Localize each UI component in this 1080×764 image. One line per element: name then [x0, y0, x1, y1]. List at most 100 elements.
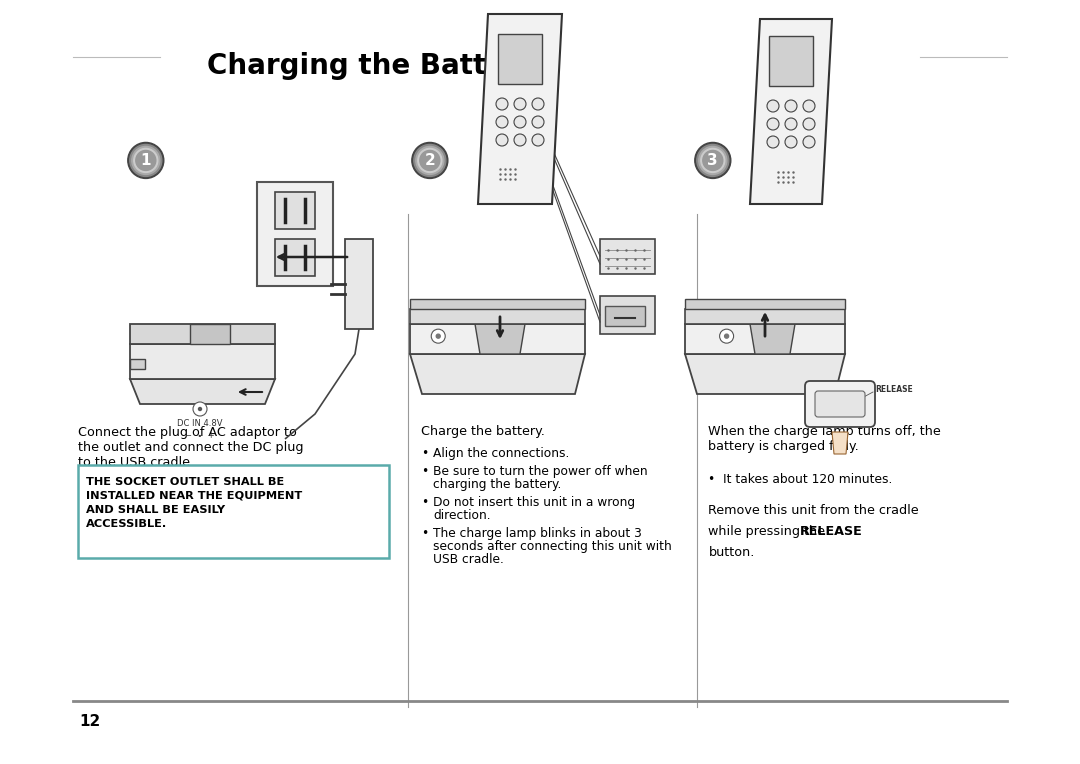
Text: battery is charged fully.: battery is charged fully.: [708, 440, 860, 453]
Polygon shape: [410, 309, 585, 324]
Circle shape: [767, 136, 779, 148]
Circle shape: [414, 144, 446, 176]
Polygon shape: [685, 324, 845, 354]
Circle shape: [804, 100, 815, 112]
Text: to the USB cradle.: to the USB cradle.: [78, 456, 194, 469]
Circle shape: [199, 407, 202, 410]
Polygon shape: [257, 182, 333, 286]
FancyBboxPatch shape: [815, 391, 865, 417]
Polygon shape: [750, 19, 832, 204]
Text: DC IN 4.8V: DC IN 4.8V: [177, 419, 222, 428]
Text: 2: 2: [424, 153, 435, 168]
Text: Remove this unit from the cradle: Remove this unit from the cradle: [708, 504, 919, 517]
Polygon shape: [130, 324, 275, 344]
Circle shape: [134, 148, 158, 173]
Circle shape: [496, 116, 508, 128]
Polygon shape: [685, 354, 845, 394]
Circle shape: [804, 118, 815, 130]
Circle shape: [420, 151, 440, 170]
Circle shape: [785, 100, 797, 112]
FancyBboxPatch shape: [805, 381, 875, 427]
Text: while pressing the: while pressing the: [708, 526, 829, 539]
Polygon shape: [130, 344, 275, 379]
Text: RELEASE: RELEASE: [799, 526, 862, 539]
Circle shape: [514, 116, 526, 128]
Text: Charge the battery.: Charge the battery.: [421, 425, 545, 438]
Text: The charge lamp blinks in about 3: The charge lamp blinks in about 3: [433, 527, 643, 540]
Text: 12: 12: [79, 714, 100, 730]
Circle shape: [436, 334, 441, 338]
Polygon shape: [475, 324, 525, 354]
Circle shape: [785, 118, 797, 130]
Polygon shape: [275, 192, 315, 229]
Text: ACCESSIBLE.: ACCESSIBLE.: [86, 519, 167, 529]
Bar: [78, 465, 389, 558]
Text: Be sure to turn the power off when: Be sure to turn the power off when: [433, 465, 648, 478]
Text: •: •: [421, 527, 429, 540]
Polygon shape: [685, 309, 845, 324]
Text: CHG: CHG: [704, 333, 724, 342]
Text: direction.: direction.: [433, 509, 490, 522]
Text: 3: 3: [707, 153, 718, 168]
Circle shape: [767, 118, 779, 130]
Text: When the charge lamp turns off, the: When the charge lamp turns off, the: [708, 425, 942, 438]
Circle shape: [416, 147, 444, 174]
Circle shape: [785, 136, 797, 148]
Circle shape: [532, 116, 544, 128]
Text: Do not insert this unit in a wrong: Do not insert this unit in a wrong: [433, 496, 635, 509]
Polygon shape: [478, 14, 562, 204]
Text: Align the connections.: Align the connections.: [433, 447, 569, 460]
Circle shape: [431, 329, 445, 343]
Text: CHG: CHG: [416, 333, 435, 342]
Polygon shape: [190, 324, 230, 344]
Text: −  ∙  +: − ∙ +: [185, 431, 215, 440]
Text: THE SOCKET OUTLET SHALL BE: THE SOCKET OUTLET SHALL BE: [86, 477, 285, 487]
Polygon shape: [750, 324, 795, 354]
Text: Charging the Battery: Charging the Battery: [207, 52, 538, 80]
Circle shape: [418, 148, 442, 173]
Circle shape: [697, 144, 729, 176]
Polygon shape: [345, 239, 373, 329]
Circle shape: [193, 402, 207, 416]
Circle shape: [130, 144, 162, 176]
Circle shape: [701, 148, 725, 173]
Text: •: •: [421, 447, 429, 460]
Circle shape: [719, 329, 733, 343]
Text: •: •: [421, 496, 429, 509]
Text: INSTALLED NEAR THE EQUIPMENT: INSTALLED NEAR THE EQUIPMENT: [86, 490, 302, 500]
Text: button.: button.: [708, 546, 755, 559]
Circle shape: [132, 147, 160, 174]
Text: Connect the plug of AC adaptor to: Connect the plug of AC adaptor to: [78, 426, 297, 439]
Circle shape: [496, 98, 508, 110]
Text: USB cradle.: USB cradle.: [433, 553, 504, 566]
Circle shape: [804, 136, 815, 148]
Circle shape: [694, 142, 731, 179]
Circle shape: [703, 151, 723, 170]
Circle shape: [699, 147, 727, 174]
Polygon shape: [410, 354, 585, 394]
Polygon shape: [410, 324, 585, 354]
Text: seconds after connecting this unit with: seconds after connecting this unit with: [433, 540, 672, 553]
Circle shape: [496, 134, 508, 146]
Polygon shape: [769, 36, 813, 86]
Circle shape: [136, 151, 156, 170]
Circle shape: [411, 142, 448, 179]
Polygon shape: [600, 239, 654, 274]
Polygon shape: [685, 299, 845, 309]
Polygon shape: [130, 379, 275, 404]
Polygon shape: [832, 432, 848, 454]
Circle shape: [532, 134, 544, 146]
Text: the outlet and connect the DC plug: the outlet and connect the DC plug: [78, 442, 303, 455]
Polygon shape: [600, 296, 654, 334]
Text: charging the battery.: charging the battery.: [433, 478, 562, 491]
Circle shape: [767, 100, 779, 112]
Circle shape: [532, 98, 544, 110]
Text: AND SHALL BE EASILY: AND SHALL BE EASILY: [86, 505, 226, 515]
Circle shape: [514, 134, 526, 146]
Circle shape: [127, 142, 164, 179]
Polygon shape: [410, 299, 585, 309]
Circle shape: [514, 98, 526, 110]
Text: •: •: [421, 465, 429, 478]
Polygon shape: [130, 359, 145, 369]
Text: •  It takes about 120 minutes.: • It takes about 120 minutes.: [708, 473, 893, 486]
